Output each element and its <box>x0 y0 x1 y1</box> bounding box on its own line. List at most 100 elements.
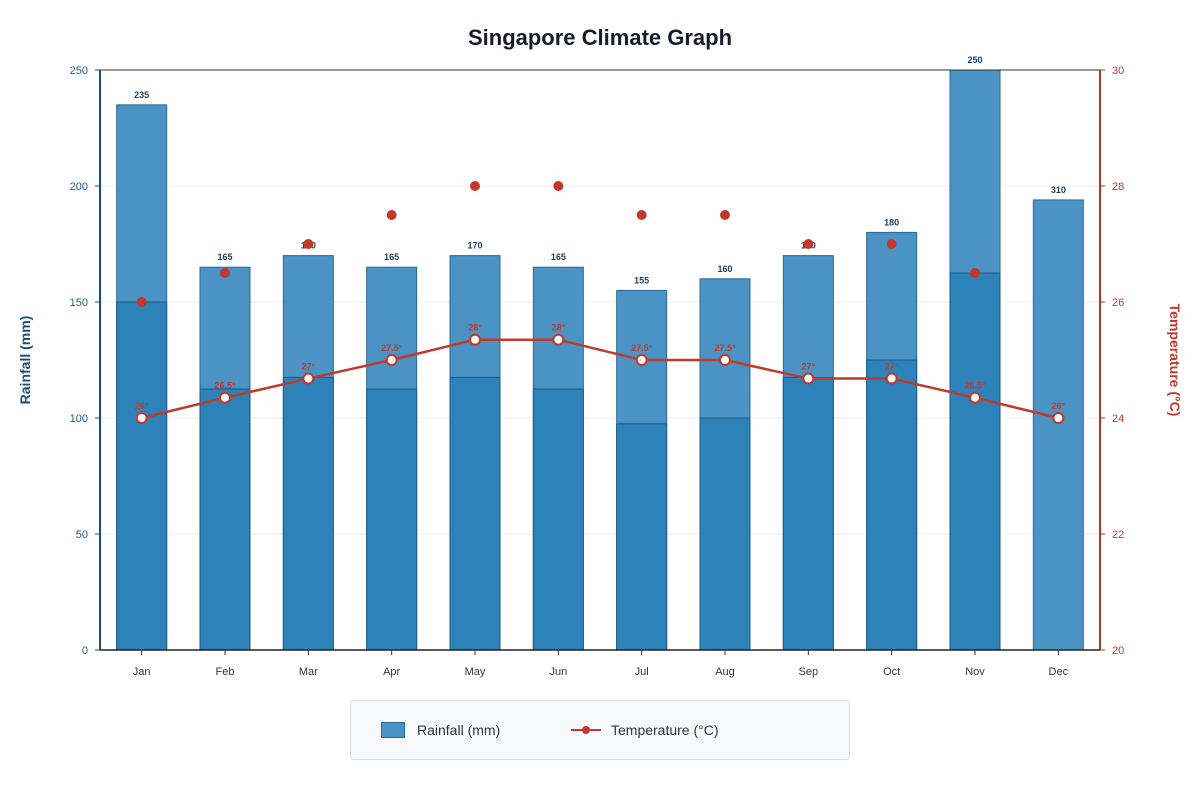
temperature-dot <box>886 239 897 249</box>
temperature-polyline <box>141 338 1059 420</box>
secondary-bar <box>616 423 668 651</box>
rainfall-value-label: 160 <box>717 264 732 274</box>
temperature-dot <box>303 239 314 249</box>
right-tick-label: 28 <box>1112 181 1124 193</box>
x-tick-label: Apr <box>383 666 400 678</box>
left-axis-ticks: 0 50 100 150 200 250 <box>70 65 100 657</box>
secondary-bars <box>116 272 1001 651</box>
temperature-line <box>135 333 1065 424</box>
x-tick-label: Nov <box>965 666 985 678</box>
temperature-dot <box>136 297 147 307</box>
secondary-bar <box>116 301 168 651</box>
temperature-point <box>1052 412 1065 424</box>
chart-title: Singapore Climate Graph <box>468 25 732 50</box>
left-tick-label: 100 <box>70 413 88 425</box>
temperature-point <box>385 354 398 366</box>
axes <box>99 69 1101 651</box>
x-tick-label: Jun <box>549 666 567 678</box>
temperature-point <box>802 372 815 385</box>
temperature-value-label: 26° <box>135 401 149 411</box>
temperature-dot <box>220 268 230 278</box>
y-axis-label-left: Rainfall (mm) <box>17 316 33 405</box>
secondary-bar <box>449 376 501 651</box>
legend-rainfall-swatch <box>381 722 405 738</box>
temperature-value-label: 27° <box>802 362 816 372</box>
temperature-value-label: 27° <box>885 362 899 372</box>
legend-item-rainfall: Rainfall (mm) <box>381 719 500 741</box>
temperature-dot <box>803 239 814 249</box>
secondary-bar <box>366 388 418 651</box>
temperature-point <box>135 412 148 424</box>
left-tick-label: 200 <box>70 181 88 193</box>
legend-item-temperature: Temperature (°C) <box>571 719 719 741</box>
rainfall-value-label: 250 <box>967 55 982 65</box>
x-axis-ticks: Jan Feb Mar Apr May Jun Jul Aug Sep Oct Nov Dec <box>133 650 1069 678</box>
x-tick-label: Oct <box>883 666 900 678</box>
right-tick-label: 30 <box>1112 65 1124 77</box>
legend-rainfall-label: Rainfall (mm) <box>417 722 501 738</box>
temperature-value-label: 26° <box>1052 401 1066 411</box>
rainfall-value-label: 165 <box>551 252 566 262</box>
temperature-dot <box>720 210 730 220</box>
temperature-value-label: 28° <box>468 323 482 333</box>
x-tick-label: May <box>465 666 486 678</box>
rainfall-value-label: 165 <box>384 252 399 262</box>
left-tick-label: 0 <box>82 645 88 657</box>
temperature-point <box>219 391 231 404</box>
temperature-dot <box>386 210 397 220</box>
temperature-value-label: 26.5° <box>964 381 986 391</box>
temperature-dot <box>970 268 980 278</box>
x-tick-label: Jan <box>133 666 151 678</box>
legend-temperature-label: Temperature (°C) <box>611 722 719 738</box>
rainfall-value-label: 155 <box>634 275 649 285</box>
legend: Rainfall (mm) Temperature (°C) <box>350 700 850 760</box>
x-tick-label: Aug <box>715 666 735 678</box>
x-tick-label: Feb <box>216 666 235 678</box>
temperature-point <box>719 354 731 366</box>
legend-temperature-swatch <box>571 722 601 738</box>
rainfall-bar <box>1032 199 1084 651</box>
temperature-value-label: 28° <box>552 323 566 333</box>
x-tick-label: Jul <box>635 666 649 678</box>
secondary-bar <box>199 388 251 651</box>
secondary-bar <box>532 388 584 651</box>
temperature-value-label: 26.5° <box>214 381 236 391</box>
secondary-bar <box>782 376 834 651</box>
temperature-point <box>885 372 898 385</box>
secondary-bar <box>866 359 918 651</box>
temperature-point <box>969 391 981 404</box>
temperature-point <box>302 372 315 385</box>
left-tick-label: 150 <box>70 297 88 309</box>
y-axis-label-right: Temperature (°C) <box>1167 304 1183 417</box>
right-axis-ticks: 20 22 24 26 28 30 <box>1100 65 1124 657</box>
rainfall-value-label: 310 <box>1051 185 1066 195</box>
temperature-value-label: 27.5° <box>381 343 403 353</box>
rainfall-value-label: 180 <box>884 217 899 227</box>
temperature-dot <box>636 210 647 220</box>
left-tick-label: 50 <box>76 529 88 541</box>
rainfall-value-label: 165 <box>217 252 232 262</box>
temperature-value-label: 27.5° <box>714 343 736 353</box>
temperature-point <box>635 354 648 366</box>
right-tick-label: 24 <box>1112 413 1124 425</box>
right-tick-label: 20 <box>1112 645 1124 657</box>
rainfall-bars <box>116 69 1084 651</box>
temperature-value-labels: 26° 26.5° 27° 27.5° 28° 28° 27.5° 27.5° 27° 27° 26… <box>135 323 1066 411</box>
left-tick-label: 250 <box>70 65 88 77</box>
temperature-value-label: 27.5° <box>631 343 653 353</box>
rainfall-value-label: 235 <box>134 90 149 100</box>
temperature-dot <box>553 181 564 191</box>
rainfall-value-label: 170 <box>467 241 482 251</box>
secondary-bar <box>699 417 751 651</box>
x-tick-label: Sep <box>799 666 819 678</box>
x-tick-label: Dec <box>1049 666 1069 678</box>
secondary-bar <box>949 272 1001 651</box>
right-tick-label: 22 <box>1112 529 1124 541</box>
rainfall-value-labels: 235165170165170165155160170180250310 <box>134 55 1066 285</box>
temperature-point <box>552 333 565 346</box>
temperature-point <box>469 333 481 346</box>
temperature-dot <box>470 181 480 191</box>
secondary-bar <box>282 376 334 651</box>
